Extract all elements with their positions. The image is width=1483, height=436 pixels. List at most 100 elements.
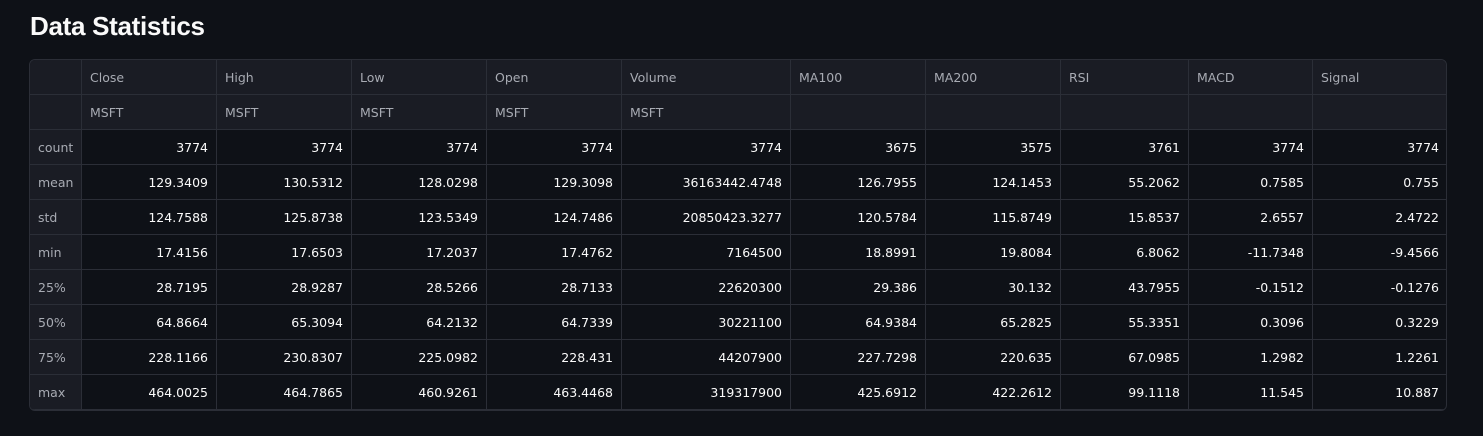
table-cell[interactable]: 44207900 <box>621 339 791 375</box>
ticker-subheader[interactable]: MSFT <box>486 94 622 130</box>
table-cell[interactable]: 124.1453 <box>925 164 1061 200</box>
table-cell[interactable]: 0.3096 <box>1188 304 1313 340</box>
ticker-subheader[interactable]: MSFT <box>81 94 217 130</box>
table-cell[interactable]: 30221100 <box>621 304 791 340</box>
table-cell[interactable]: 3774 <box>351 129 487 165</box>
table-cell[interactable]: 123.5349 <box>351 199 487 235</box>
table-cell[interactable]: 3774 <box>621 129 791 165</box>
table-cell[interactable]: 2.4722 <box>1312 199 1446 235</box>
table-cell[interactable]: 55.2062 <box>1060 164 1189 200</box>
table-cell[interactable]: 115.8749 <box>925 199 1061 235</box>
table-cell[interactable]: 43.7955 <box>1060 269 1189 305</box>
table-cell[interactable]: 6.8062 <box>1060 234 1189 270</box>
column-header[interactable]: MA200 <box>925 60 1061 95</box>
table-cell[interactable]: 1.2261 <box>1312 339 1446 375</box>
table-cell[interactable]: 99.1118 <box>1060 374 1189 410</box>
table-cell[interactable]: 128.0298 <box>351 164 487 200</box>
ticker-subheader[interactable] <box>1060 94 1189 130</box>
table-cell[interactable]: 28.7133 <box>486 269 622 305</box>
table-cell[interactable]: 7164500 <box>621 234 791 270</box>
table-cell[interactable]: 20850423.3277 <box>621 199 791 235</box>
ticker-subheader[interactable]: MSFT <box>216 94 352 130</box>
table-cell[interactable]: 227.7298 <box>790 339 926 375</box>
table-cell[interactable]: 3774 <box>1312 129 1446 165</box>
table-cell[interactable]: 28.9287 <box>216 269 352 305</box>
table-cell[interactable]: 124.7486 <box>486 199 622 235</box>
column-header[interactable]: Open <box>486 60 622 95</box>
table-cell[interactable]: 65.3094 <box>216 304 352 340</box>
table-cell[interactable]: -9.4566 <box>1312 234 1446 270</box>
table-cell[interactable]: 124.7588 <box>81 199 217 235</box>
table-cell[interactable]: 319317900 <box>621 374 791 410</box>
table-cell[interactable]: 18.8991 <box>790 234 926 270</box>
table-cell[interactable]: 17.6503 <box>216 234 352 270</box>
table-cell[interactable]: 3675 <box>790 129 926 165</box>
table-cell[interactable]: 3774 <box>1188 129 1313 165</box>
table-cell[interactable]: 10.887 <box>1312 374 1446 410</box>
table-cell[interactable]: 425.6912 <box>790 374 926 410</box>
ticker-subheader[interactable]: MSFT <box>351 94 487 130</box>
ticker-subheader[interactable] <box>925 94 1061 130</box>
column-header[interactable]: MA100 <box>790 60 926 95</box>
data-statistics-table[interactable]: Close High Low Open Volume MA100 MA200 RSI MACD S… <box>29 59 1447 411</box>
table-cell[interactable]: 228.1166 <box>81 339 217 375</box>
table-cell[interactable]: 19.8084 <box>925 234 1061 270</box>
table-cell[interactable]: 225.0982 <box>351 339 487 375</box>
table-cell[interactable]: 3774 <box>486 129 622 165</box>
table-cell[interactable]: 64.2132 <box>351 304 487 340</box>
table-cell[interactable]: 464.0025 <box>81 374 217 410</box>
table-cell[interactable]: 67.0985 <box>1060 339 1189 375</box>
column-header[interactable]: RSI <box>1060 60 1189 95</box>
table-cell[interactable]: 422.2612 <box>925 374 1061 410</box>
table-cell[interactable]: 2.6557 <box>1188 199 1313 235</box>
table-cell[interactable]: 0.3229 <box>1312 304 1446 340</box>
table-cell[interactable]: 3761 <box>1060 129 1189 165</box>
table-cell[interactable]: 17.4156 <box>81 234 217 270</box>
table-cell[interactable]: 28.5266 <box>351 269 487 305</box>
table-cell[interactable]: 460.9261 <box>351 374 487 410</box>
table-cell[interactable]: 3774 <box>81 129 217 165</box>
table-cell[interactable]: 230.8307 <box>216 339 352 375</box>
table-cell[interactable]: 3575 <box>925 129 1061 165</box>
table-cell[interactable]: 0.7585 <box>1188 164 1313 200</box>
table-cell[interactable]: 29.386 <box>790 269 926 305</box>
column-header[interactable]: High <box>216 60 352 95</box>
ticker-subheader[interactable] <box>1312 94 1446 130</box>
column-header[interactable]: Low <box>351 60 487 95</box>
ticker-subheader[interactable] <box>1188 94 1313 130</box>
table-cell[interactable]: 64.9384 <box>790 304 926 340</box>
table-cell[interactable]: 64.7339 <box>486 304 622 340</box>
table-cell[interactable]: 126.7955 <box>790 164 926 200</box>
table-cell[interactable]: 65.2825 <box>925 304 1061 340</box>
table-cell[interactable]: 464.7865 <box>216 374 352 410</box>
table-cell[interactable]: 17.2037 <box>351 234 487 270</box>
table-cell[interactable]: 0.755 <box>1312 164 1446 200</box>
table-cell[interactable]: 130.5312 <box>216 164 352 200</box>
table-cell[interactable]: 3774 <box>216 129 352 165</box>
table-cell[interactable]: 36163442.4748 <box>621 164 791 200</box>
table-cell[interactable]: 129.3409 <box>81 164 217 200</box>
table-cell[interactable]: 22620300 <box>621 269 791 305</box>
table-cell[interactable]: 463.4468 <box>486 374 622 410</box>
table-cell[interactable]: 11.545 <box>1188 374 1313 410</box>
table-cell[interactable]: 120.5784 <box>790 199 926 235</box>
ticker-subheader[interactable]: MSFT <box>621 94 791 130</box>
table-cell[interactable]: 1.2982 <box>1188 339 1313 375</box>
table-cell[interactable]: 17.4762 <box>486 234 622 270</box>
table-cell[interactable]: -0.1512 <box>1188 269 1313 305</box>
column-header[interactable]: MACD <box>1188 60 1313 95</box>
table-cell[interactable]: -0.1276 <box>1312 269 1446 305</box>
table-cell[interactable]: 55.3351 <box>1060 304 1189 340</box>
table-cell[interactable]: 220.635 <box>925 339 1061 375</box>
column-header[interactable]: Volume <box>621 60 791 95</box>
column-header[interactable]: Close <box>81 60 217 95</box>
table-cell[interactable]: 15.8537 <box>1060 199 1189 235</box>
table-cell[interactable]: 125.8738 <box>216 199 352 235</box>
table-cell[interactable]: 228.431 <box>486 339 622 375</box>
table-cell[interactable]: 64.8664 <box>81 304 217 340</box>
column-header[interactable]: Signal <box>1312 60 1446 95</box>
table-cell[interactable]: 129.3098 <box>486 164 622 200</box>
table-cell[interactable]: -11.7348 <box>1188 234 1313 270</box>
ticker-subheader[interactable] <box>790 94 926 130</box>
table-cell[interactable]: 28.7195 <box>81 269 217 305</box>
